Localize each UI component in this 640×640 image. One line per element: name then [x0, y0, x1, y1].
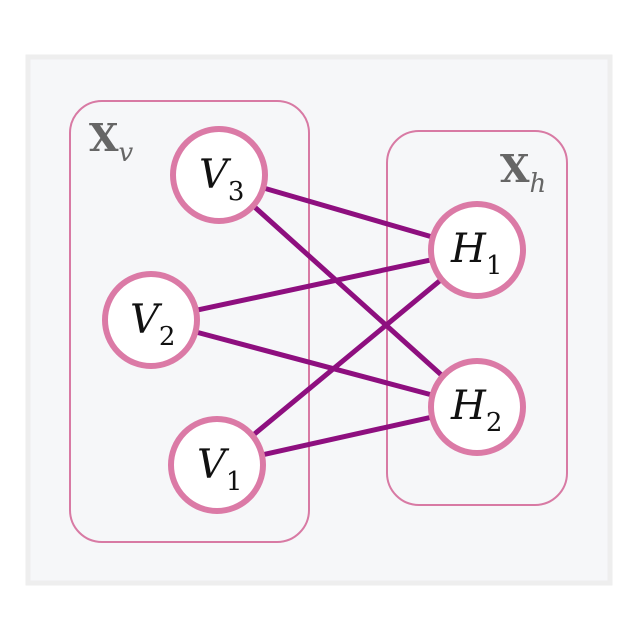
hidden-group-label-main: X [500, 146, 530, 191]
edge-V1-H1 [249, 276, 445, 439]
hidden-group-label-sub: h [529, 169, 546, 199]
node-H2-label-main: H [450, 383, 487, 429]
node-V3-label-main: V [199, 152, 232, 198]
node-V3: V3 [170, 126, 268, 224]
node-V2: V2 [102, 271, 200, 369]
node-V3-label: V3 [199, 152, 244, 207]
node-H2-circle [428, 358, 526, 456]
edge-V2-H1 [193, 257, 435, 313]
node-H1-label: H1 [450, 226, 502, 281]
edges-layer [192, 185, 446, 458]
node-V1-circle [168, 416, 266, 514]
node-V1-label: V1 [197, 442, 242, 497]
visible-group-label: Xv [89, 115, 133, 168]
node-V2-label-sub: 2 [159, 322, 176, 352]
visible-group-label-sub: v [118, 138, 133, 168]
hidden-group-box [386, 130, 568, 506]
edge-V1-H2 [259, 414, 435, 458]
node-H1-circle [428, 201, 526, 299]
edge-V3-H1 [260, 185, 436, 240]
node-H1: H1 [428, 201, 526, 299]
node-H1-label-main: H [450, 226, 487, 272]
node-V2-circle [102, 271, 200, 369]
node-V3-label-sub: 3 [228, 177, 245, 207]
node-H2-label-sub: 2 [486, 408, 503, 438]
node-H2-label: H2 [450, 383, 502, 438]
edge-V3-H2 [250, 203, 446, 379]
node-V2-label-main: V [130, 297, 163, 343]
node-H2: H2 [428, 358, 526, 456]
edge-V2-H2 [192, 329, 436, 398]
node-V1-label-sub: 1 [226, 467, 243, 497]
node-V1-label-main: V [197, 442, 230, 488]
visible-group-box [69, 100, 310, 543]
node-V3-circle [170, 126, 268, 224]
visible-group-label-main: X [89, 115, 119, 160]
node-V1: V1 [168, 416, 266, 514]
node-V2-label: V2 [130, 297, 175, 352]
node-H1-label-sub: 1 [486, 251, 503, 281]
hidden-group-label: Xh [500, 146, 546, 199]
